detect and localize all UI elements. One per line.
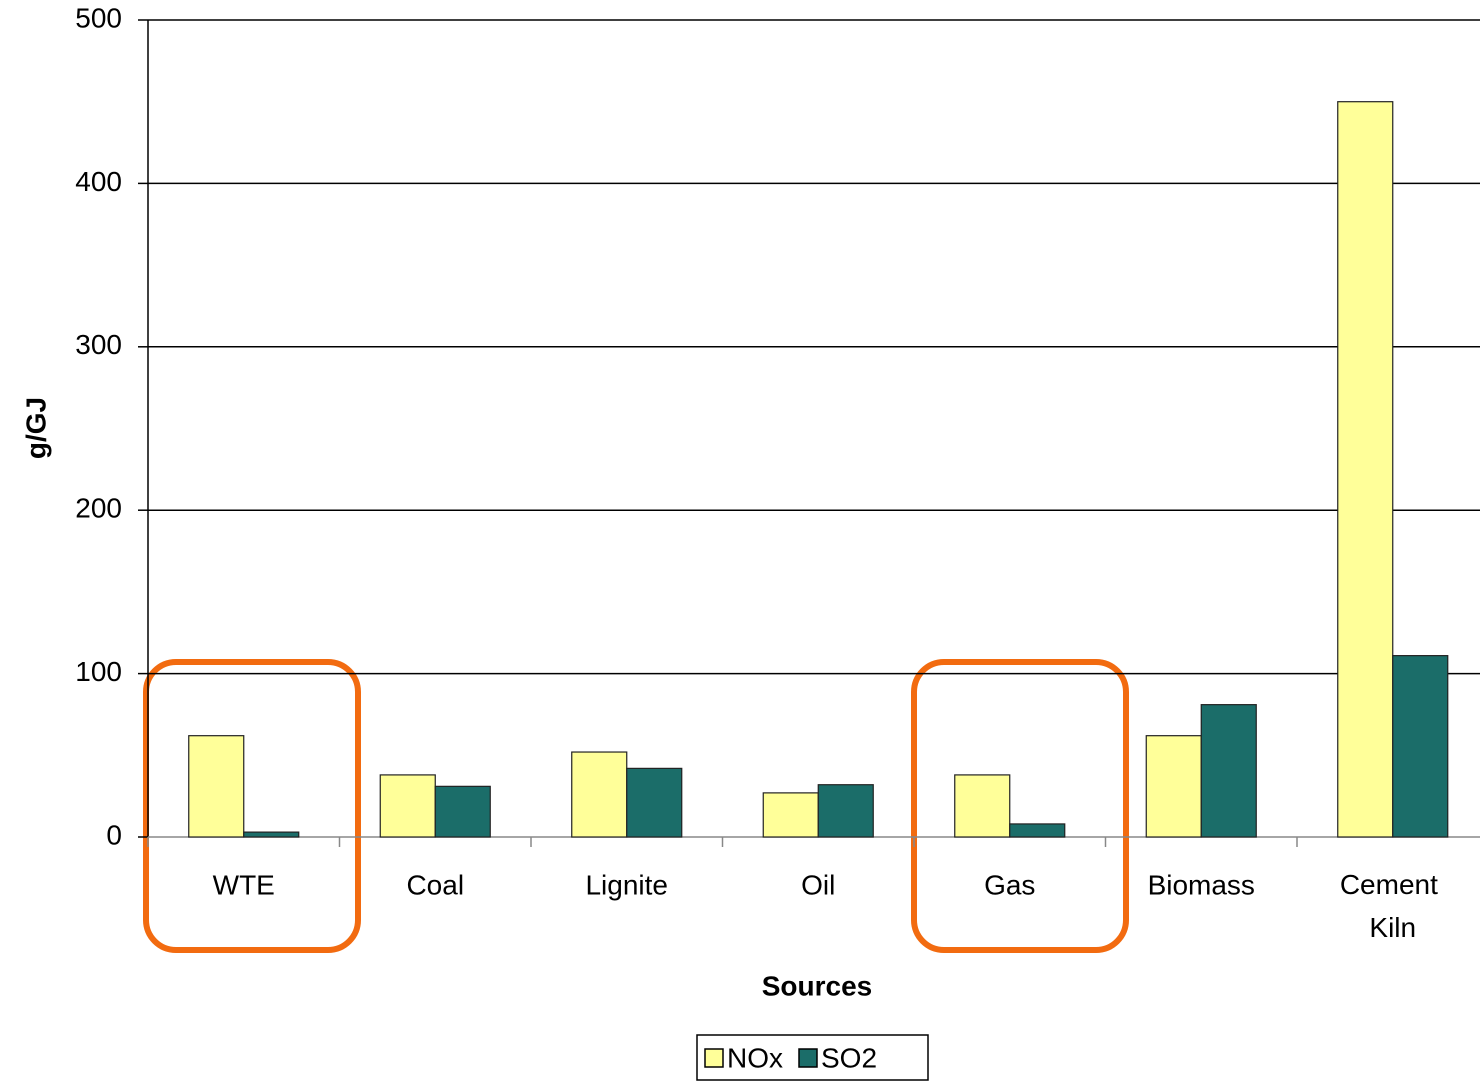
y-tick-label: 300: [75, 329, 122, 360]
x-tick-label: Gas: [984, 869, 1035, 900]
bar: [954, 774, 1011, 838]
x-tick-label: WTE: [213, 869, 275, 900]
bar: [1337, 101, 1394, 838]
bar: [1145, 735, 1202, 838]
bar: [1200, 704, 1257, 838]
x-tick-label: Cement Kiln: [1340, 869, 1446, 943]
legend-swatch: [704, 1048, 724, 1068]
bar: [1009, 823, 1066, 838]
x-tick-label: Oil: [801, 869, 835, 900]
bar: [571, 751, 628, 838]
highlight-box: [143, 659, 361, 953]
legend-swatch: [798, 1048, 818, 1068]
y-tick-label: 400: [75, 166, 122, 197]
bar: [626, 767, 683, 838]
y-tick-label: 0: [106, 819, 122, 850]
y-axis-title: g/GJ: [20, 397, 51, 459]
x-axis-title: Sources: [762, 970, 873, 1001]
bar: [762, 792, 819, 838]
bar: [379, 774, 436, 838]
x-tick-label: Lignite: [585, 869, 668, 900]
bar: [434, 785, 491, 838]
x-tick-label-line: Kiln: [1369, 912, 1416, 943]
highlight-box: [911, 659, 1129, 953]
y-tick-label: 200: [75, 493, 122, 524]
legend-label: NOx: [727, 1042, 783, 1073]
bar: [1392, 655, 1449, 838]
bar: [817, 784, 874, 838]
legend-label: SO2: [821, 1042, 877, 1073]
bar: [243, 831, 300, 838]
x-tick-label-line: Cement: [1340, 869, 1446, 900]
y-tick-label: 100: [75, 656, 122, 687]
x-tick-label: Coal: [406, 869, 464, 900]
y-tick-label: 500: [75, 2, 122, 33]
bar: [188, 735, 245, 838]
x-tick-label: Biomass: [1148, 869, 1255, 900]
